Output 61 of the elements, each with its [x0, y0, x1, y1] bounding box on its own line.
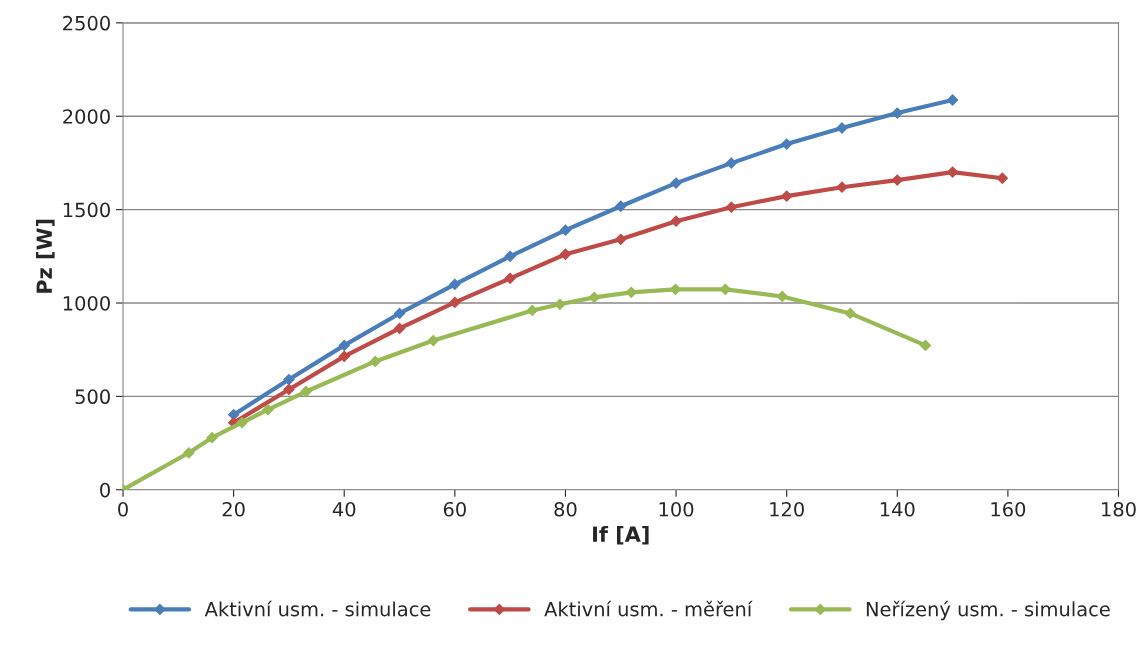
- point: [393, 307, 406, 320]
- point: [781, 138, 793, 150]
- point: [449, 278, 461, 290]
- point: [946, 94, 959, 106]
- legend-label: Aktivní usm. - měření: [544, 600, 753, 617]
- y-axis-title: Pz [W]: [36, 219, 55, 293]
- point: [776, 290, 788, 303]
- point: [891, 107, 903, 119]
- point: [338, 339, 350, 351]
- point: [427, 334, 439, 347]
- point: [670, 215, 682, 227]
- point: [236, 417, 248, 429]
- point: [504, 250, 516, 262]
- point: [554, 298, 566, 310]
- y-tick-label: 1000: [63, 295, 110, 311]
- legend-label: Aktivní usm. - simulace: [204, 600, 431, 617]
- x-tick-label: 120: [770, 501, 804, 517]
- point: [559, 224, 572, 236]
- x-tick-label: 40: [332, 501, 356, 517]
- point: [449, 296, 461, 309]
- point: [670, 177, 682, 189]
- x-tick-label: 80: [554, 501, 577, 517]
- y-tick-label: 0: [100, 482, 110, 498]
- point: [283, 383, 295, 396]
- x-tick-label: 140: [880, 501, 915, 517]
- point: [283, 373, 295, 386]
- x-tick-label: 0: [118, 501, 128, 517]
- point: [946, 166, 959, 178]
- point: [262, 404, 274, 416]
- point: [206, 432, 218, 444]
- point: [625, 286, 637, 298]
- x-tick-label: 100: [659, 501, 694, 517]
- point: [300, 385, 312, 398]
- point: [338, 350, 350, 363]
- point: [526, 304, 538, 317]
- x-tick-label: 20: [222, 501, 245, 517]
- point: [891, 174, 903, 186]
- x-tick-label: 160: [991, 501, 1026, 517]
- point: [369, 355, 381, 368]
- point: [393, 322, 406, 334]
- point: [588, 291, 600, 303]
- point: [919, 339, 932, 351]
- y-tick-label: 2500: [63, 15, 110, 31]
- y-tick-label: 1500: [63, 202, 110, 218]
- point: [183, 447, 195, 459]
- y-tick-label: 500: [75, 389, 110, 405]
- point: [781, 190, 793, 202]
- point: [996, 172, 1008, 184]
- x-tick-label: 180: [1102, 501, 1136, 517]
- point: [725, 157, 737, 169]
- x-tick-label: 60: [443, 501, 466, 517]
- legend-label: Neřízený usm. - simulace: [866, 600, 1110, 621]
- point: [504, 272, 516, 284]
- point: [615, 233, 627, 245]
- point: [836, 181, 848, 193]
- point: [725, 201, 737, 213]
- point: [844, 307, 856, 320]
- y-tick-label: 2000: [63, 109, 110, 124]
- point: [615, 200, 627, 212]
- x-axis-title: If [A]: [593, 525, 649, 545]
- point: [559, 248, 572, 260]
